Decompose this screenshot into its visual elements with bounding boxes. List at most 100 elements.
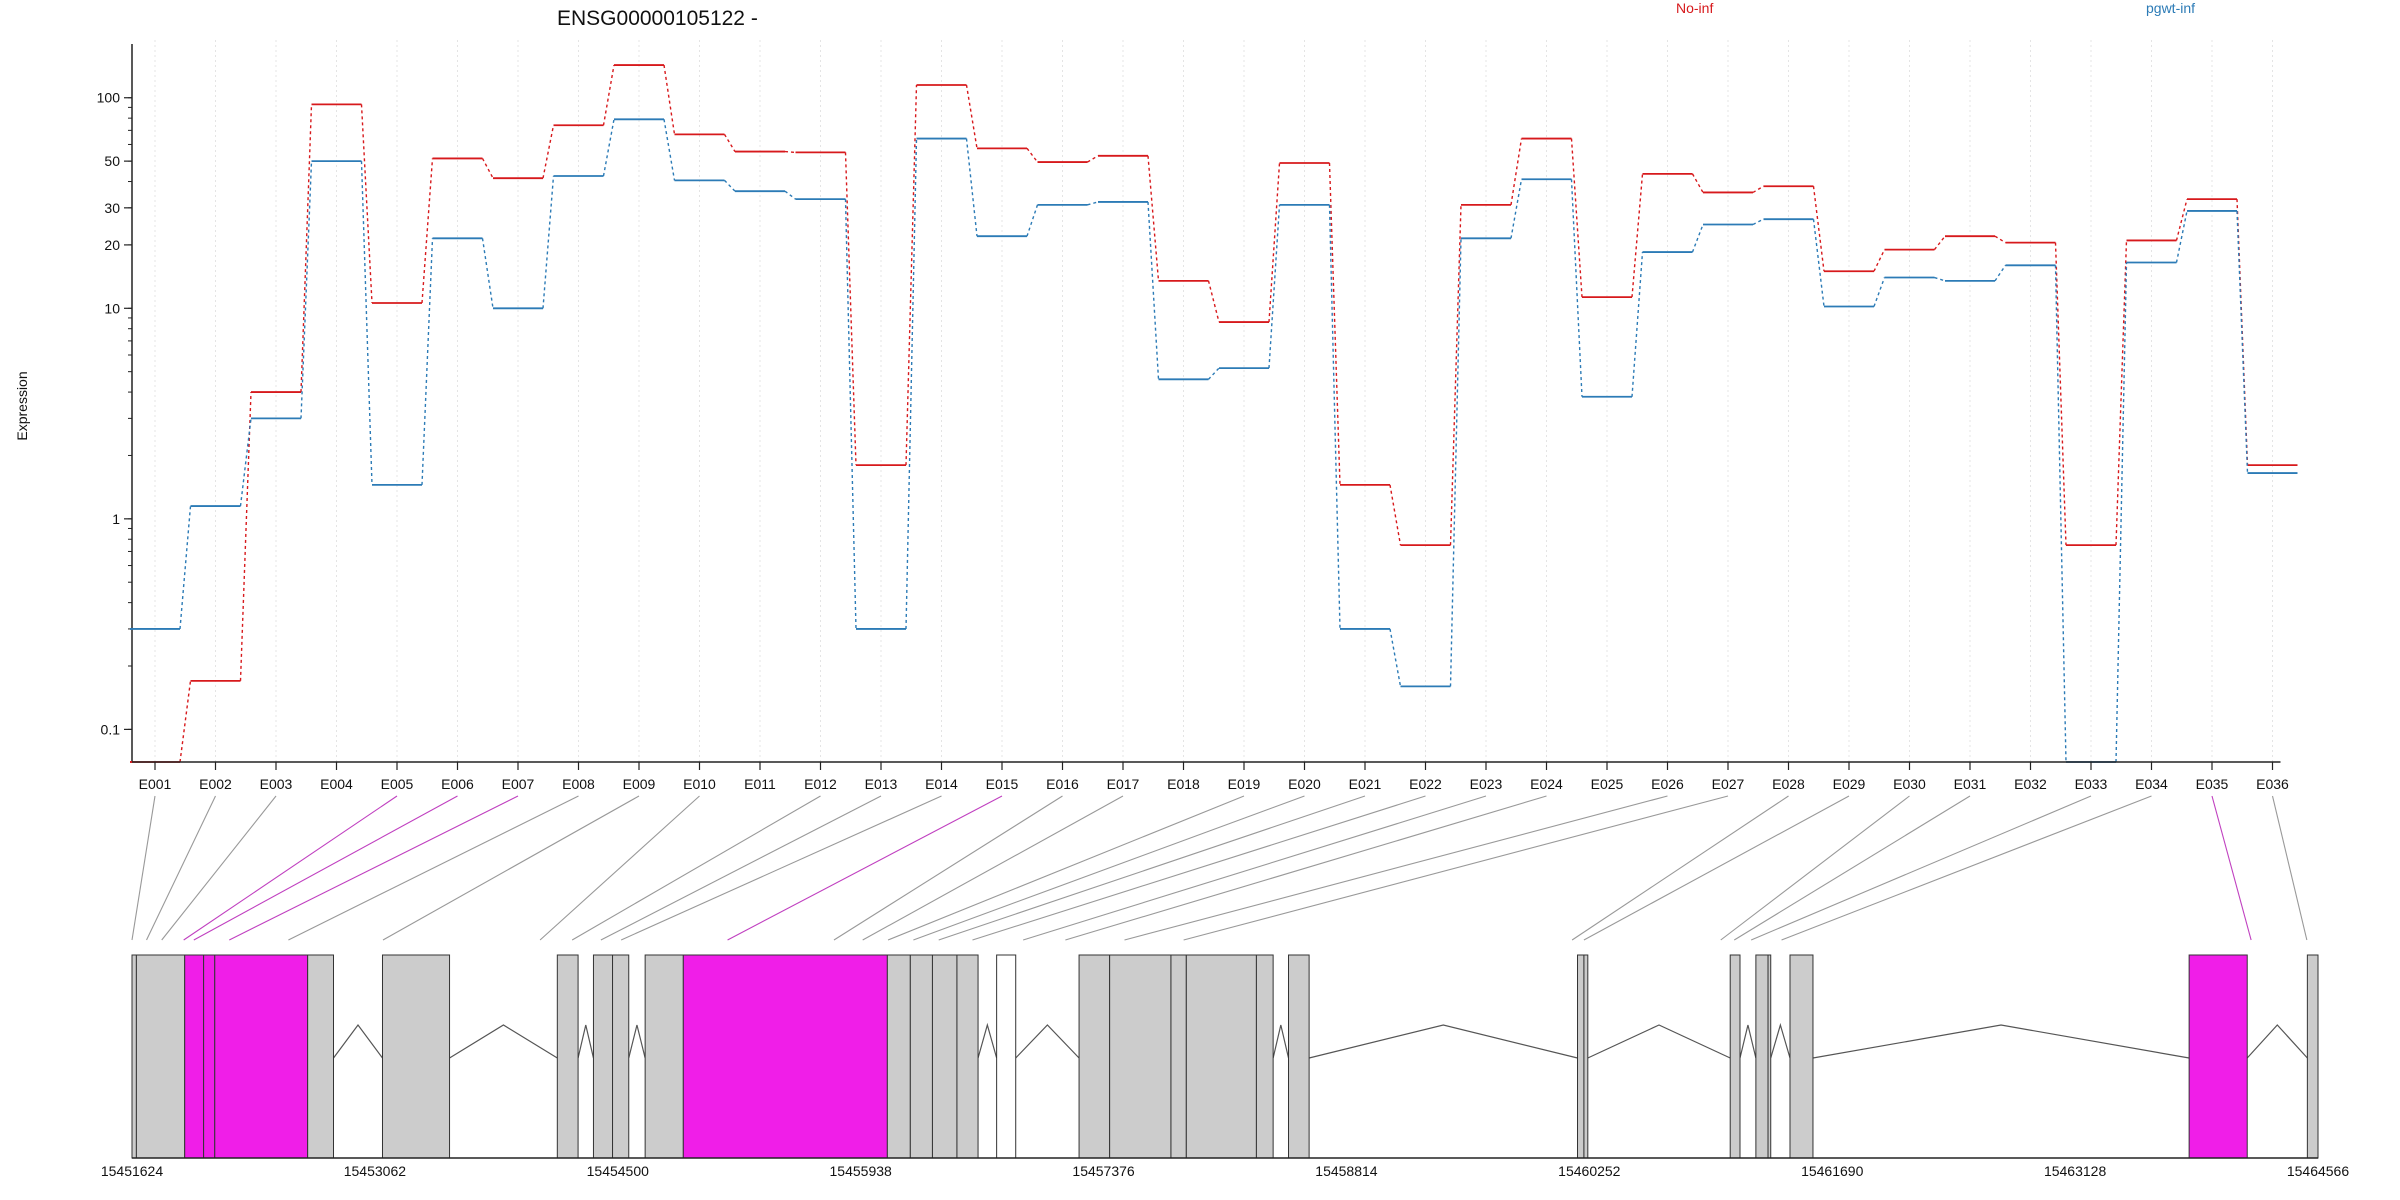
exon-tick-label-e030: E030 <box>1893 776 1926 792</box>
series-1-connector <box>2175 210 2188 263</box>
exon-tick-label-e033: E033 <box>2075 776 2108 792</box>
intron-line <box>1308 1024 1578 1059</box>
gene-exon-box-2 <box>135 954 186 1159</box>
exon-tick-label-e036: E036 <box>2256 776 2289 792</box>
series-0-connector <box>481 158 494 179</box>
exon-connector-line <box>1781 795 2152 941</box>
exon-tick-label-e003: E003 <box>260 776 293 792</box>
gene-exon-box-6 <box>307 954 335 1159</box>
y-tick-label: 30 <box>104 200 120 216</box>
genomic-tick-label: 15451624 <box>101 1163 164 1179</box>
gene-exon-box-4 <box>203 954 216 1159</box>
gene-exon-box-27 <box>1755 954 1769 1159</box>
series-1-connector <box>1147 201 1160 380</box>
intron-line <box>2246 1024 2308 1059</box>
chart-title: ENSG00000105122 - <box>557 7 758 30</box>
series-0-connector <box>421 158 434 304</box>
series-0-connector <box>1510 138 1523 205</box>
intron-line <box>1015 1024 1080 1059</box>
gene-exon-box-11 <box>644 954 684 1159</box>
series-0-connector <box>1933 235 1946 251</box>
series-0-connector <box>1873 249 1886 272</box>
gene-exon-box-15 <box>931 954 958 1159</box>
y-tick-label: 50 <box>104 153 120 169</box>
series-1-connector <box>965 138 978 237</box>
series-1-connector <box>239 418 252 507</box>
series-1-connector <box>1994 264 2007 282</box>
intron-line <box>628 1024 646 1059</box>
gene-exon-box-20 <box>1170 954 1187 1159</box>
exon-tick-label-e029: E029 <box>1833 776 1866 792</box>
exon-tick-label-e004: E004 <box>320 776 353 792</box>
genomic-tick-label: 15457376 <box>1072 1163 1135 1179</box>
intron-line <box>333 1023 383 1059</box>
exon-connectors <box>131 795 2308 941</box>
series-1-connector <box>663 119 676 181</box>
vertical-gridlines <box>154 40 2273 762</box>
y-tick-label: 0.1 <box>101 721 121 737</box>
exon-tick-label-e027: E027 <box>1712 776 1745 792</box>
exon-connector-line <box>229 795 519 941</box>
exon-tick-label-e015: E015 <box>986 776 1019 792</box>
series-0-connector <box>1087 155 1099 163</box>
gene-exon-box-10 <box>612 954 630 1159</box>
series-0-connector <box>179 680 192 763</box>
gene-exon-box-3 <box>184 954 205 1159</box>
intron-line <box>1739 1024 1757 1059</box>
genomic-coordinate-axis: 15451624 15453062 15454500 15455938 15457376… <box>101 1157 2350 1179</box>
genomic-tick-label: 15453062 <box>344 1163 407 1179</box>
exon-axis: E001 E002 E003 E004 E005 E006 E007 E008 E009 E010… <box>132 761 2289 792</box>
exon-tick-label-e028: E028 <box>1772 776 1805 792</box>
gene-exon-box-14 <box>909 954 933 1159</box>
exon-tick-label-e025: E025 <box>1591 776 1624 792</box>
gene-exon-box-7 <box>381 954 451 1159</box>
exon-connector-line <box>1065 795 1547 941</box>
series-0-connector <box>663 64 676 135</box>
series-0-connector <box>1389 484 1402 546</box>
series-1-connector <box>421 238 434 485</box>
exon-tick-label-e024: E024 <box>1530 776 1563 792</box>
series-1-connector <box>1268 204 1281 369</box>
exon-connector-line <box>620 795 942 941</box>
intron-line <box>1812 1024 2190 1059</box>
exon-tick-label-e007: E007 <box>502 776 535 792</box>
series-0-connector <box>1570 138 1583 298</box>
exon-connector-line <box>1750 795 2092 941</box>
gene-exon-box-13 <box>886 954 911 1159</box>
series-0-connector <box>784 150 796 154</box>
exon-tick-label-e020: E020 <box>1288 776 1321 792</box>
gene-model <box>131 954 2319 1159</box>
intron-line <box>1272 1024 1290 1059</box>
series-1-connector <box>481 238 494 309</box>
exon-connector-line <box>161 795 277 941</box>
exon-tick-label-e014: E014 <box>925 776 958 792</box>
exon-connector-line <box>913 795 1305 941</box>
series-1-connector <box>1510 179 1523 239</box>
gene-exon-box-12 <box>682 954 888 1159</box>
exon-tick-label-e002: E002 <box>199 776 232 792</box>
genomic-tick-label: 15458814 <box>1315 1163 1378 1179</box>
exon-tick-label-e010: E010 <box>683 776 716 792</box>
intron-line <box>977 1022 998 1059</box>
exon-tick-label-e035: E035 <box>2196 776 2229 792</box>
series-1-connector <box>602 119 615 177</box>
series-0-connector <box>1752 185 1764 194</box>
series-0-connector <box>300 104 313 393</box>
legend-label-pgwt-inf: pgwt-inf <box>2146 0 2195 16</box>
exon-connector-line <box>1183 795 1729 941</box>
gene-exon-box-1 <box>131 954 137 1159</box>
exon-connector-line <box>727 795 1003 941</box>
genomic-tick-label: 15455938 <box>830 1163 893 1179</box>
exon-connector-line <box>183 795 398 941</box>
genomic-tick-label: 15464566 <box>2287 1163 2350 1179</box>
series-1-connector <box>1812 219 1825 307</box>
series-0-connector <box>1268 162 1281 323</box>
series-0-connector <box>602 64 615 126</box>
exon-connector-line <box>972 795 1426 941</box>
series-1-connector <box>2054 265 2067 763</box>
y-tick-label: 10 <box>104 300 120 316</box>
series-1-connector <box>905 138 918 629</box>
exon-connector-line <box>288 795 579 941</box>
series-1-connector <box>1389 628 1402 687</box>
series-1-connector <box>1752 218 1764 226</box>
